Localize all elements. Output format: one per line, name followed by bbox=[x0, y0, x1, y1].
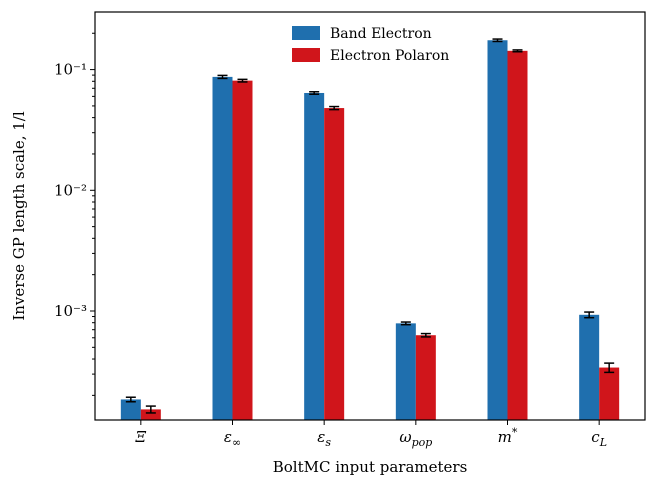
y-axis: 10⁻³ 10⁻² 10⁻¹ bbox=[54, 32, 95, 396]
legend-label-electron-polaron: Electron Polaron bbox=[330, 48, 449, 64]
bar-electron-polaron-3 bbox=[415, 335, 436, 420]
x-tick-label: εs bbox=[317, 428, 331, 449]
x-axis-label: BoltMC input parameters bbox=[273, 458, 468, 476]
bar-electron-polaron-1 bbox=[232, 80, 253, 420]
error-bar-band-electron-5 bbox=[584, 311, 595, 319]
error-bar-band-electron-4 bbox=[492, 38, 503, 43]
bar-electron-polaron-4 bbox=[507, 50, 528, 421]
y-tick-label: 10⁻¹ bbox=[54, 61, 87, 79]
x-tick-label: m* bbox=[498, 426, 518, 446]
bar-electron-polaron-0 bbox=[140, 409, 161, 420]
bar-band-electron-2 bbox=[304, 92, 325, 420]
error-bar-band-electron-1 bbox=[217, 74, 228, 80]
legend-swatch-electron-polaron bbox=[292, 48, 320, 62]
error-bar-electron-polaron-2 bbox=[329, 105, 340, 111]
bar-band-electron-0 bbox=[120, 399, 141, 420]
bar-electron-polaron-5 bbox=[599, 367, 620, 420]
error-bar-band-electron-3 bbox=[400, 321, 411, 326]
legend: Band Electron Electron Polaron bbox=[292, 26, 449, 64]
bar-band-electron-1 bbox=[212, 76, 233, 420]
bar-band-electron-5 bbox=[579, 314, 600, 420]
bar-band-electron-4 bbox=[487, 40, 508, 421]
bar-electron-polaron-2 bbox=[324, 108, 345, 420]
error-bar-electron-polaron-1 bbox=[237, 78, 248, 83]
error-bar-electron-polaron-5 bbox=[604, 362, 615, 374]
error-bar-electron-polaron-3 bbox=[420, 332, 431, 338]
bar-band-electron-3 bbox=[395, 323, 416, 420]
y-tick-label: 10⁻³ bbox=[54, 302, 87, 320]
x-tick-label: cL bbox=[591, 428, 607, 449]
y-axis-label: Inverse GP length scale, 1/l bbox=[10, 111, 28, 321]
legend-swatch-band-electron bbox=[292, 26, 320, 40]
y-tick-label: 10⁻² bbox=[54, 181, 87, 199]
legend-label-band-electron: Band Electron bbox=[330, 26, 432, 42]
x-tick-label: ωpop bbox=[399, 428, 432, 449]
error-bar-band-electron-2 bbox=[309, 91, 320, 95]
error-bars-layer bbox=[125, 38, 615, 414]
x-tick-label: Ξ bbox=[135, 428, 147, 446]
error-bar-electron-polaron-0 bbox=[145, 405, 156, 414]
error-bar-electron-polaron-4 bbox=[512, 49, 523, 53]
x-tick-label: ε∞ bbox=[224, 428, 241, 449]
error-bar-band-electron-0 bbox=[125, 396, 136, 403]
bars-layer bbox=[120, 40, 620, 421]
plot-frame bbox=[94, 11, 646, 421]
